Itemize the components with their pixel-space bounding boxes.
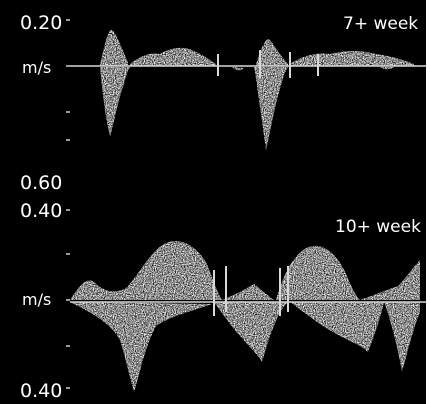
top-unit-label: m/s [22, 58, 52, 77]
bottom-doppler-trace [70, 241, 420, 392]
scale-ticks [66, 19, 70, 389]
bottom-baseline [70, 266, 426, 316]
top-week-label: 7+ week [343, 14, 419, 34]
bottom-week-label: 10+ week [335, 217, 421, 237]
top-scale-bottom-label: 0.60 [20, 172, 63, 194]
top-scale-top-label: 0.20 [20, 12, 63, 34]
top-baseline [70, 50, 426, 78]
bottom-scale-top-label: 0.40 [20, 200, 63, 222]
bottom-unit-label: m/s [22, 290, 52, 309]
bottom-scale-bottom-label: 0.40 [20, 380, 63, 402]
top-doppler-trace [100, 29, 414, 150]
